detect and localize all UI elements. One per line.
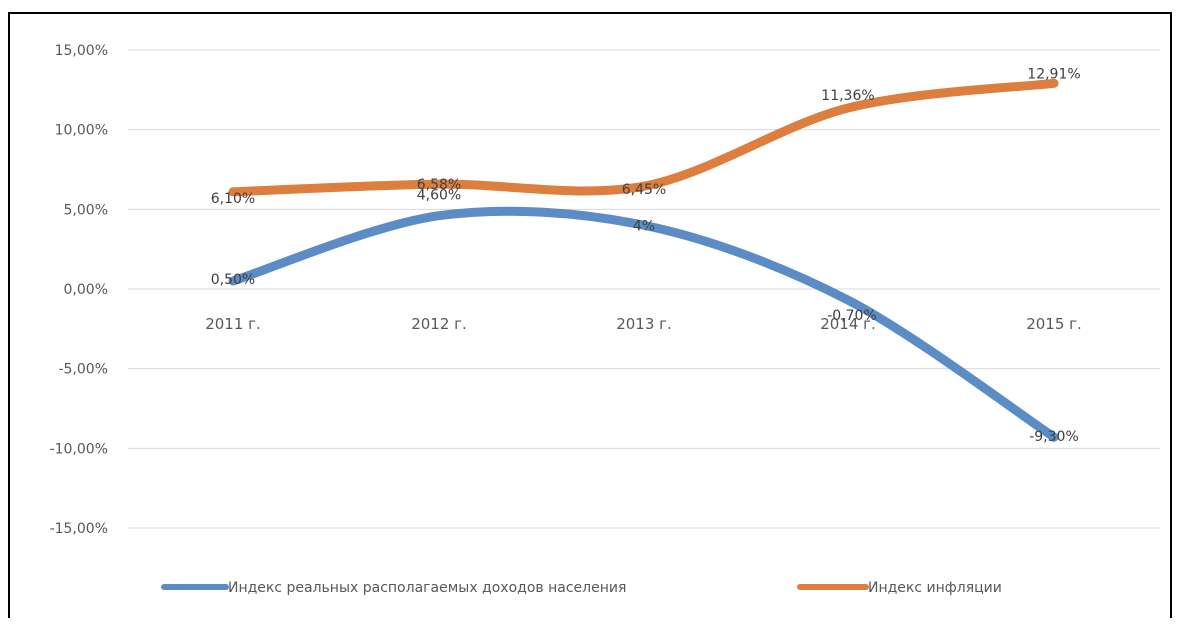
data-label: 11,36% — [821, 88, 874, 104]
y-tick-label: 10,00% — [55, 123, 108, 139]
legend: Индекс реальных располагаемых доходов на… — [161, 580, 1002, 596]
gridlines — [128, 49, 1160, 529]
data-label: -0,70% — [827, 308, 877, 324]
y-tick-label: 0,00% — [64, 282, 108, 298]
series-lines — [228, 78, 1059, 442]
y-axis-tick-labels: 15,00% 10,00% 5,00% 0,00% -5,00% -10,00% -15,0… — [50, 43, 108, 537]
data-label: 6,58% — [417, 177, 461, 193]
data-label: 0,50% — [211, 272, 255, 288]
data-label: 6,10% — [211, 191, 255, 207]
data-label: -9,30% — [1029, 429, 1079, 445]
x-category-label: 2015 г. — [1026, 315, 1082, 333]
inflation-index-line — [228, 78, 1059, 197]
income-index-line — [228, 206, 1059, 442]
x-category-label: 2012 г. — [411, 315, 467, 333]
chart-frame — [8, 12, 1172, 618]
data-label: 4,60% — [417, 188, 461, 204]
x-category-label: 2014 г. — [820, 315, 876, 333]
x-category-label: 2013 г. — [616, 315, 672, 333]
x-axis-category-labels: 2011 г. 2012 г. 2013 г. 2014 г. 2015 г. — [205, 315, 1082, 333]
data-labels: 0,50% 4,60% 4% -0,70% -9,30% 6,10% 6,58% 6,45% 1… — [211, 66, 1081, 445]
legend-label: Индекс инфляции — [868, 580, 1002, 596]
x-category-label: 2011 г. — [205, 315, 261, 333]
y-tick-label: -10,00% — [50, 441, 108, 457]
legend-label: Индекс реальных располагаемых доходов на… — [228, 580, 626, 596]
data-label: 12,91% — [1027, 66, 1080, 82]
y-tick-label: 5,00% — [64, 202, 108, 218]
y-tick-label: 15,00% — [55, 43, 108, 59]
y-tick-label: -5,00% — [58, 362, 108, 378]
y-tick-label: -15,00% — [50, 521, 108, 537]
data-label: 6,45% — [622, 182, 666, 198]
data-label: 4% — [633, 218, 655, 234]
